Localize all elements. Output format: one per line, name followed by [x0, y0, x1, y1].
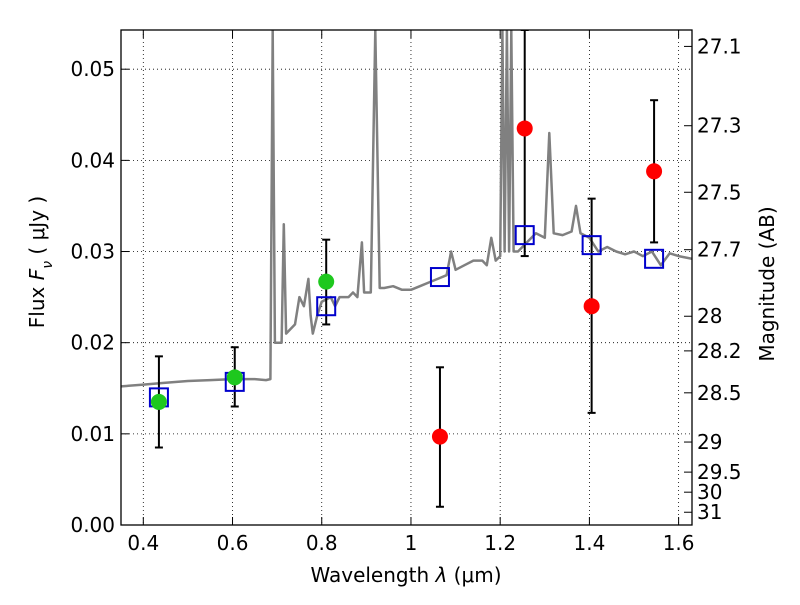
tick-layer: 0.4 0.6 0.8 1 1.2 1.4 1.6 0.00 0.01 0.02 0.03 0.04 0… [70, 30, 742, 555]
plot-frame [120, 29, 693, 526]
blue-square-marker [644, 248, 665, 269]
right-tick-label: 28 [697, 304, 722, 328]
right-tick-label: 31 [697, 500, 722, 524]
x-tick-label: 1.6 [663, 531, 695, 555]
x-tick-label: 1.4 [573, 531, 605, 555]
spectrum-layer [121, 30, 692, 388]
spectrum-line [121, 30, 692, 388]
right-tick-label: 29 [697, 430, 722, 454]
right-tick-label: 30 [697, 480, 722, 504]
red-point-marker [583, 298, 600, 315]
marker-layer [148, 120, 665, 445]
x-tick-label: 0.8 [306, 531, 338, 555]
right-tick-label: 27.1 [697, 34, 742, 58]
y-tick-label: 0.03 [70, 240, 115, 264]
y-tick-label: 0.00 [70, 513, 115, 537]
right-tick-label: 27.7 [697, 238, 742, 262]
y-tick-label: 0.05 [70, 57, 115, 81]
x-axis-label: Wavelength λ (μm) [310, 563, 501, 587]
green-point-marker [226, 369, 243, 386]
right-tick-label: 29.5 [697, 460, 742, 484]
green-point-marker [150, 393, 167, 410]
right-axis-label: Magnitude (AB) [755, 206, 779, 361]
y-axis-label: Flux Fν ( μJy ) [25, 196, 56, 328]
right-tick-label: 28.5 [697, 381, 742, 405]
blue-square-marker [429, 267, 450, 288]
x-tick-label: 1 [405, 531, 418, 555]
blue-square-marker [316, 296, 337, 317]
y-tick-label: 0.02 [70, 331, 115, 355]
right-tick-label: 28.2 [697, 339, 742, 363]
x-tick-label: 0.6 [217, 531, 249, 555]
right-tick-label: 27.3 [697, 114, 742, 138]
plot-background [121, 30, 692, 525]
red-point-marker [431, 428, 448, 445]
x-tick-label: 1.2 [484, 531, 516, 555]
right-tick-label: 27.5 [697, 180, 742, 204]
red-point-marker [646, 163, 663, 180]
y-tick-label: 0.01 [70, 422, 115, 446]
blue-square-marker [581, 235, 602, 256]
green-point-marker [318, 273, 335, 290]
red-point-marker [516, 120, 533, 137]
x-tick-label: 0.4 [127, 531, 159, 555]
blue-square-marker [514, 225, 535, 246]
y-tick-label: 0.04 [70, 148, 115, 172]
grid [121, 30, 692, 526]
